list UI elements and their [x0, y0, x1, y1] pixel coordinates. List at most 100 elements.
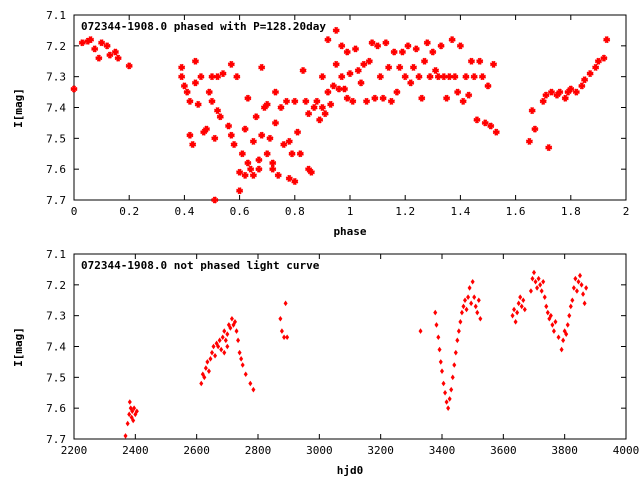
- data-point: [210, 196, 219, 204]
- data-point: [232, 72, 241, 81]
- data-point: [315, 115, 324, 124]
- data-point: [318, 103, 327, 112]
- data-point: [271, 118, 280, 127]
- data-point: [191, 78, 200, 87]
- data-point: [395, 63, 404, 72]
- data-point: [225, 343, 230, 350]
- y-tick-label: 7.1: [46, 248, 66, 261]
- data-point: [556, 334, 561, 341]
- data-point: [177, 72, 186, 81]
- data-point: [285, 334, 290, 341]
- data-point: [326, 100, 335, 109]
- data-point: [561, 94, 570, 103]
- data-point: [461, 72, 470, 81]
- y-tick-labels: 7.1 7.2 7.3 7.4 7.5 7.6 7.7: [46, 9, 66, 207]
- data-point: [235, 186, 244, 195]
- data-point: [492, 128, 501, 137]
- data-point: [384, 63, 393, 72]
- x-tick-labels: 2200 2400 2600 2800 3000 3200 3400 3600 3800 4000: [61, 444, 640, 457]
- data-point: [453, 88, 462, 97]
- data-point: [205, 88, 214, 97]
- data-point: [233, 319, 237, 325]
- data-point: [257, 63, 266, 72]
- data-point: [332, 60, 341, 69]
- data-point: [243, 371, 248, 378]
- data-point: [472, 115, 481, 124]
- data-point: [510, 312, 515, 319]
- data-point: [278, 315, 283, 322]
- data-point: [550, 322, 555, 328]
- data-point: [449, 386, 454, 393]
- data-point: [564, 331, 569, 337]
- data-point: [533, 278, 538, 285]
- x-tick-label: 0.4: [174, 205, 194, 218]
- data-point: [576, 278, 581, 285]
- data-point: [403, 41, 412, 50]
- data-point: [426, 72, 435, 81]
- data-point: [519, 303, 524, 310]
- data-point: [318, 72, 327, 81]
- data-point: [217, 337, 222, 344]
- data-point: [447, 396, 452, 402]
- data-point: [570, 297, 575, 304]
- data-point: [453, 349, 458, 356]
- data-point: [423, 38, 432, 47]
- data-point: [127, 399, 132, 405]
- data-point: [283, 300, 288, 307]
- data-point: [458, 319, 463, 325]
- data-point: [337, 72, 346, 81]
- data-point: [227, 60, 236, 69]
- x-axis-label: phase: [333, 225, 366, 238]
- data-point: [299, 66, 308, 75]
- data-point: [194, 100, 203, 109]
- data-point: [183, 88, 192, 97]
- data-point: [370, 94, 379, 103]
- data-point: [450, 72, 459, 81]
- x-tick-label: 1.6: [506, 205, 526, 218]
- data-point: [130, 408, 135, 415]
- data-point: [472, 294, 477, 300]
- data-point: [439, 72, 448, 81]
- data-point: [125, 420, 130, 427]
- data-point: [265, 134, 274, 143]
- data-point: [544, 143, 553, 152]
- data-point: [236, 337, 241, 344]
- data-point: [532, 269, 536, 276]
- data-point: [227, 131, 236, 140]
- data-point: [379, 94, 388, 103]
- data-point: [337, 41, 346, 50]
- data-point: [332, 26, 341, 35]
- data-point: [345, 69, 355, 78]
- data-point: [254, 155, 263, 164]
- data-point: [340, 85, 349, 93]
- y-tick-label: 7.2: [46, 40, 66, 53]
- data-point: [222, 328, 227, 334]
- data-point: [94, 54, 103, 63]
- data-point: [489, 60, 498, 69]
- data-point: [230, 140, 239, 149]
- x-tick-label: 2800: [245, 444, 272, 457]
- data-point: [357, 78, 366, 87]
- data-point: [208, 356, 213, 362]
- data-point: [445, 72, 454, 81]
- data-point: [248, 380, 253, 387]
- x-tick-label: 2200: [61, 444, 88, 457]
- data-point: [467, 285, 472, 291]
- data-point: [381, 38, 390, 47]
- data-point: [293, 128, 302, 137]
- y-tick-label: 7.7: [46, 194, 66, 207]
- data-point: [268, 165, 277, 174]
- data-point: [213, 106, 222, 115]
- x-tick-label: 2600: [183, 444, 210, 457]
- data-point: [535, 285, 540, 291]
- data-point: [434, 322, 439, 328]
- data-point: [574, 288, 579, 294]
- data-point: [290, 97, 299, 106]
- data-point: [301, 97, 310, 106]
- data-point: [282, 97, 291, 106]
- data-point: [191, 57, 200, 66]
- data-point: [444, 399, 449, 405]
- chart-title: 072344-1908.0 not phased light curve: [81, 259, 320, 272]
- data-point: [530, 275, 535, 282]
- data-point: [225, 331, 230, 337]
